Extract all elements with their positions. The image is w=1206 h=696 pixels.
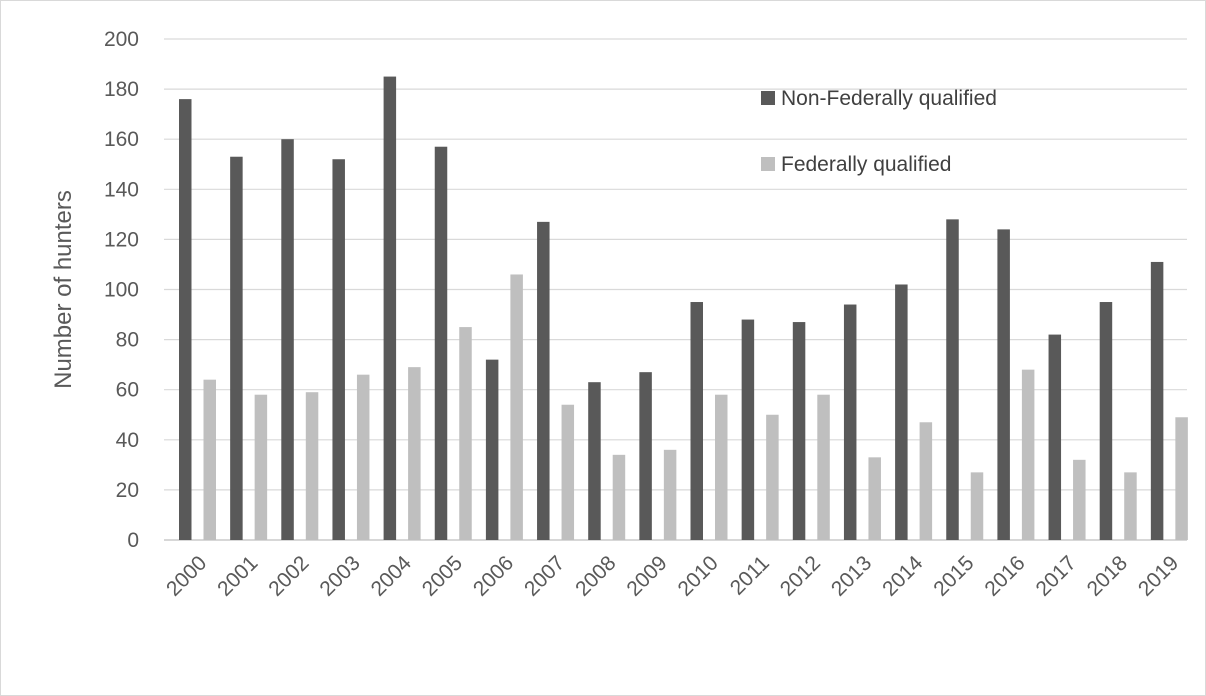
non-federally-qualified-bar	[741, 319, 755, 540]
y-axis-title: Number of hunters	[50, 190, 77, 389]
y-tick-label: 80	[116, 329, 139, 352]
non-federally-qualified-bar	[792, 322, 806, 540]
non-federally-qualified-bar	[434, 146, 448, 540]
x-tick-label: 2002	[264, 551, 313, 600]
legend-swatch-non-federally-qualified	[761, 91, 775, 105]
federally-qualified-bar	[663, 449, 677, 540]
x-tick-label: 2019	[1134, 551, 1183, 600]
federally-qualified-bar	[1021, 369, 1035, 540]
y-tick-label: 120	[104, 228, 139, 251]
legend-label-federally-qualified: Federally qualified	[781, 153, 951, 176]
non-federally-qualified-bar	[1150, 261, 1164, 540]
y-tick-label: 140	[104, 178, 139, 201]
non-federally-qualified-bar	[997, 229, 1010, 540]
y-tick-label: 40	[116, 429, 139, 452]
x-tick-label: 2000	[162, 551, 211, 600]
federally-qualified-bar	[254, 394, 268, 540]
federally-qualified-bar	[1175, 417, 1188, 540]
federally-qualified-bar	[203, 379, 216, 540]
non-federally-qualified-bar	[588, 382, 601, 540]
bars	[179, 76, 1188, 541]
federally-qualified-bar	[868, 457, 881, 540]
x-tick-label: 2009	[622, 551, 671, 600]
non-federally-qualified-bar	[639, 372, 652, 540]
federally-qualified-bar	[1124, 472, 1137, 540]
legend: Non-Federally qualified Federally qualifi…	[761, 87, 997, 176]
x-tick-label: 2015	[929, 551, 978, 600]
federally-qualified-bar	[305, 392, 319, 540]
non-federally-qualified-bar	[230, 156, 243, 541]
legend-label-non-federally-qualified: Non-Federally qualified	[781, 87, 997, 110]
non-federally-qualified-bar	[281, 139, 294, 540]
non-federally-qualified-bar	[537, 221, 550, 541]
non-federally-qualified-bar	[1048, 334, 1062, 540]
non-federally-qualified-bar	[485, 359, 499, 540]
x-tick-label: 2014	[878, 551, 928, 601]
federally-qualified-bar	[970, 472, 984, 540]
x-tick-label: 2016	[980, 551, 1029, 600]
x-tick-label: 2011	[726, 551, 774, 599]
non-federally-qualified-bar	[843, 304, 857, 540]
federally-qualified-bar	[356, 374, 370, 540]
x-axis-tick-labels: 2000 2001 2002 2003 2004 2005 2006 2007 2008 2009…	[162, 551, 1183, 601]
y-tick-label: 200	[104, 28, 139, 51]
y-tick-label: 100	[104, 279, 139, 302]
x-tick-label: 2007	[520, 551, 569, 600]
y-tick-label: 160	[104, 128, 139, 151]
y-tick-label: 60	[116, 379, 139, 402]
y-tick-label: 180	[104, 78, 139, 101]
x-tick-label: 2010	[673, 551, 722, 600]
federally-qualified-bar	[766, 414, 779, 540]
non-federally-qualified-bar	[1099, 302, 1113, 540]
federally-qualified-bar	[408, 367, 421, 540]
x-tick-label: 2004	[367, 551, 417, 601]
y-axis-tick-labels: 0 20 40 60 80 100 120 140 160 180 200	[104, 28, 139, 552]
federally-qualified-bar	[612, 454, 626, 540]
federally-qualified-bar	[510, 274, 523, 540]
x-tick-label: 2018	[1083, 551, 1132, 600]
non-federally-qualified-bar	[383, 76, 397, 540]
x-tick-label: 2005	[418, 551, 467, 600]
x-tick-label: 2006	[469, 551, 518, 600]
y-tick-label: 0	[127, 529, 139, 552]
federally-qualified-bar	[817, 394, 830, 540]
federally-qualified-bar	[715, 394, 728, 540]
x-tick-label: 2003	[315, 551, 364, 600]
federally-qualified-bar	[1073, 459, 1086, 540]
federally-qualified-bar	[919, 422, 933, 540]
non-federally-qualified-bar	[946, 219, 959, 541]
y-tick-label: 20	[116, 479, 139, 502]
non-federally-qualified-bar	[179, 99, 192, 541]
x-tick-label: 2013	[827, 551, 876, 600]
non-federally-qualified-bar	[895, 284, 908, 540]
x-tick-label: 2012	[776, 551, 825, 600]
non-federally-qualified-bar	[690, 302, 703, 540]
x-tick-label: 2008	[571, 551, 620, 600]
federally-qualified-bar	[561, 404, 575, 540]
legend-swatch-federally-qualified	[761, 157, 775, 171]
x-tick-label: 2001	[213, 551, 262, 600]
non-federally-qualified-bar	[332, 159, 345, 541]
federally-qualified-bar	[459, 327, 472, 540]
x-tick-label: 2017	[1032, 551, 1081, 600]
